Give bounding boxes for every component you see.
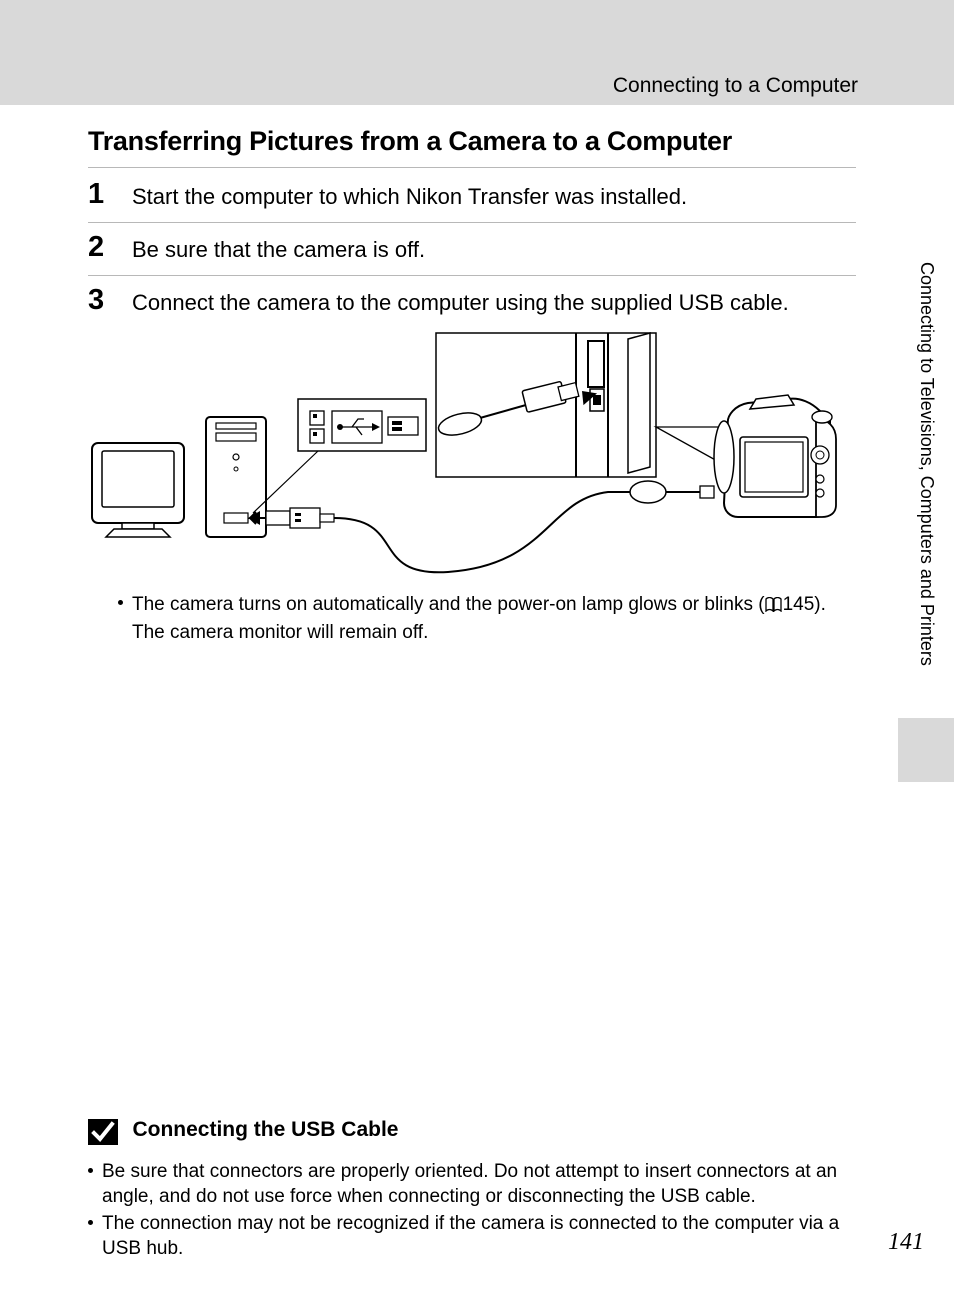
step-number: 3: [88, 284, 104, 317]
note-bullet-text: The connection may not be recognized if …: [102, 1213, 839, 1259]
divider-2: [88, 275, 856, 276]
note-bullet-2: The connection may not be recognized if …: [88, 1211, 856, 1261]
camera-port-detail-callout: [436, 333, 728, 477]
ferrite-core-icon: [630, 481, 666, 503]
page-title: Transferring Pictures from a Camera to a…: [88, 126, 732, 157]
step-number: 1: [88, 178, 104, 211]
step-text: Connect the camera to the computer using…: [132, 288, 789, 318]
bullet-dot-icon: [88, 1220, 93, 1225]
page-number: 141: [888, 1229, 924, 1256]
checkmark-note-icon: [88, 1119, 118, 1145]
step-text: Be sure that the camera is off.: [132, 235, 425, 265]
divider-top: [88, 167, 856, 168]
usb-a-detail-callout: [253, 399, 426, 513]
note-bullet-1: Be sure that connectors are properly ori…: [88, 1159, 856, 1209]
page: Connecting to a Computer Transferring Pi…: [0, 0, 954, 1314]
bullet-dot-icon: [88, 1168, 93, 1173]
side-tab-marker: [898, 718, 954, 782]
header-section-label: Connecting to a Computer: [613, 74, 858, 98]
step-number: 2: [88, 231, 104, 264]
note-header: Connecting the USB Cable: [88, 1118, 856, 1145]
step-text: Start the computer to which Nikon Transf…: [132, 182, 687, 212]
usb-connection-diagram: [88, 327, 856, 581]
mini-usb-plug-icon: [700, 486, 714, 498]
subnote-ref: 145: [783, 594, 815, 615]
manual-ref-icon: [765, 594, 783, 620]
monitor-icon: [92, 443, 184, 537]
note-section: Connecting the USB Cable Be sure that co…: [88, 1118, 856, 1263]
divider-1: [88, 222, 856, 223]
side-tab: Connecting to Televisions, Computers and…: [898, 252, 954, 782]
note-title: Connecting the USB Cable: [132, 1118, 398, 1141]
bullet-dot-icon: [118, 600, 123, 605]
step3-subnote: The camera turns on automatically and th…: [132, 592, 852, 646]
note-bullet-text: Be sure that connectors are properly ori…: [102, 1161, 837, 1207]
side-tab-label: Connecting to Televisions, Computers and…: [916, 262, 937, 666]
camera-icon: [714, 395, 836, 517]
usb-cable-path: [334, 492, 636, 572]
subnote-text-a: The camera turns on automatically and th…: [132, 594, 765, 615]
